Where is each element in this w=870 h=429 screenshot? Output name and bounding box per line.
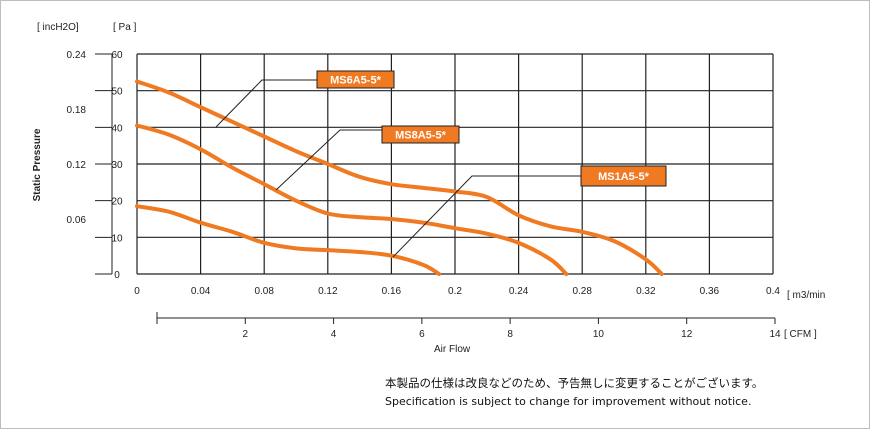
y-tick-label-pa: 20 bbox=[111, 197, 123, 208]
x-tick-label-m3: 0.32 bbox=[636, 286, 656, 297]
x-tick-label-cfm: 6 bbox=[419, 329, 425, 340]
x-tick-label-cfm: 14 bbox=[769, 329, 781, 340]
x-tick-label-m3: 0.12 bbox=[318, 286, 338, 297]
x-tick-label-m3: 0.24 bbox=[509, 286, 529, 297]
y-unit-pa: [ Pa ] bbox=[113, 22, 137, 33]
y-tick-label-inch: 0.18 bbox=[67, 105, 87, 116]
x-tick-label-m3: 0.4 bbox=[766, 286, 780, 297]
series-line-1 bbox=[135, 79, 664, 276]
series-labels: MS6A5-5* MS8A5-5* MS1A5-5* bbox=[215, 70, 667, 258]
y-tick-label-pa: 60 bbox=[111, 50, 123, 61]
series-line-2 bbox=[135, 123, 569, 276]
leader-line bbox=[215, 79, 317, 128]
y-tick-label-pa: 10 bbox=[111, 233, 123, 244]
y-unit-inch: [ incH2O] bbox=[37, 22, 79, 33]
x-tick-label-m3: 0.16 bbox=[382, 286, 402, 297]
tick-labels: 0 0.04 0.08 0.12 0.16 0.2 0.24 0.28 0.32 0.36 0.4 [… bbox=[32, 22, 825, 355]
x-unit-cfm: [ CFM ] bbox=[784, 329, 817, 340]
x-tick-label-m3: 0.2 bbox=[448, 286, 462, 297]
y-tick-label-pa: 50 bbox=[111, 87, 123, 98]
y-tick-label-inch: 0.12 bbox=[67, 160, 87, 171]
y-axis-title: Static Pressure bbox=[32, 128, 43, 201]
series-label: MS1A5-5* bbox=[598, 171, 649, 183]
x-tick-label-cfm: 10 bbox=[593, 329, 605, 340]
series-label: MS6A5-5* bbox=[330, 75, 381, 87]
axes bbox=[95, 53, 776, 324]
series-label-box bbox=[381, 125, 460, 144]
y-tick-label-pa: 0 bbox=[114, 270, 120, 281]
x-tick-label-cfm: 8 bbox=[507, 329, 513, 340]
series-label-box bbox=[580, 165, 667, 187]
series-line-3 bbox=[135, 204, 442, 276]
y-tick-label-inch: 0.06 bbox=[67, 215, 87, 226]
x-tick-label-m3: 0.36 bbox=[700, 286, 720, 297]
x-tick-label-m3: 0 bbox=[134, 286, 140, 297]
leader-line bbox=[275, 129, 382, 191]
x-tick-label-cfm: 4 bbox=[331, 329, 337, 340]
x-tick-label-m3: 0.08 bbox=[254, 286, 274, 297]
series-group bbox=[135, 79, 664, 276]
x-tick-label-cfm: 12 bbox=[681, 329, 693, 340]
x-axis-title: Air Flow bbox=[434, 344, 471, 355]
series-label: MS8A5-5* bbox=[395, 130, 446, 142]
notice-english: Specification is subject to change for i… bbox=[385, 395, 752, 408]
x-tick-label-cfm: 2 bbox=[243, 329, 249, 340]
notice-japanese: 本製品の仕様は改良などのため、予告無しに変更することがございます。 bbox=[385, 376, 764, 390]
x-tick-label-m3: 0.04 bbox=[191, 286, 211, 297]
series-label-box bbox=[316, 70, 395, 89]
x-tick-label-m3: 0.28 bbox=[572, 286, 592, 297]
leader-line bbox=[392, 175, 581, 258]
y-tick-label-pa: 30 bbox=[111, 160, 123, 171]
x-unit-m3: [ m3/min bbox=[787, 290, 825, 301]
grid bbox=[136, 53, 774, 275]
y-tick-label-inch: 0.24 bbox=[67, 50, 87, 61]
y-tick-label-pa: 40 bbox=[111, 123, 123, 134]
